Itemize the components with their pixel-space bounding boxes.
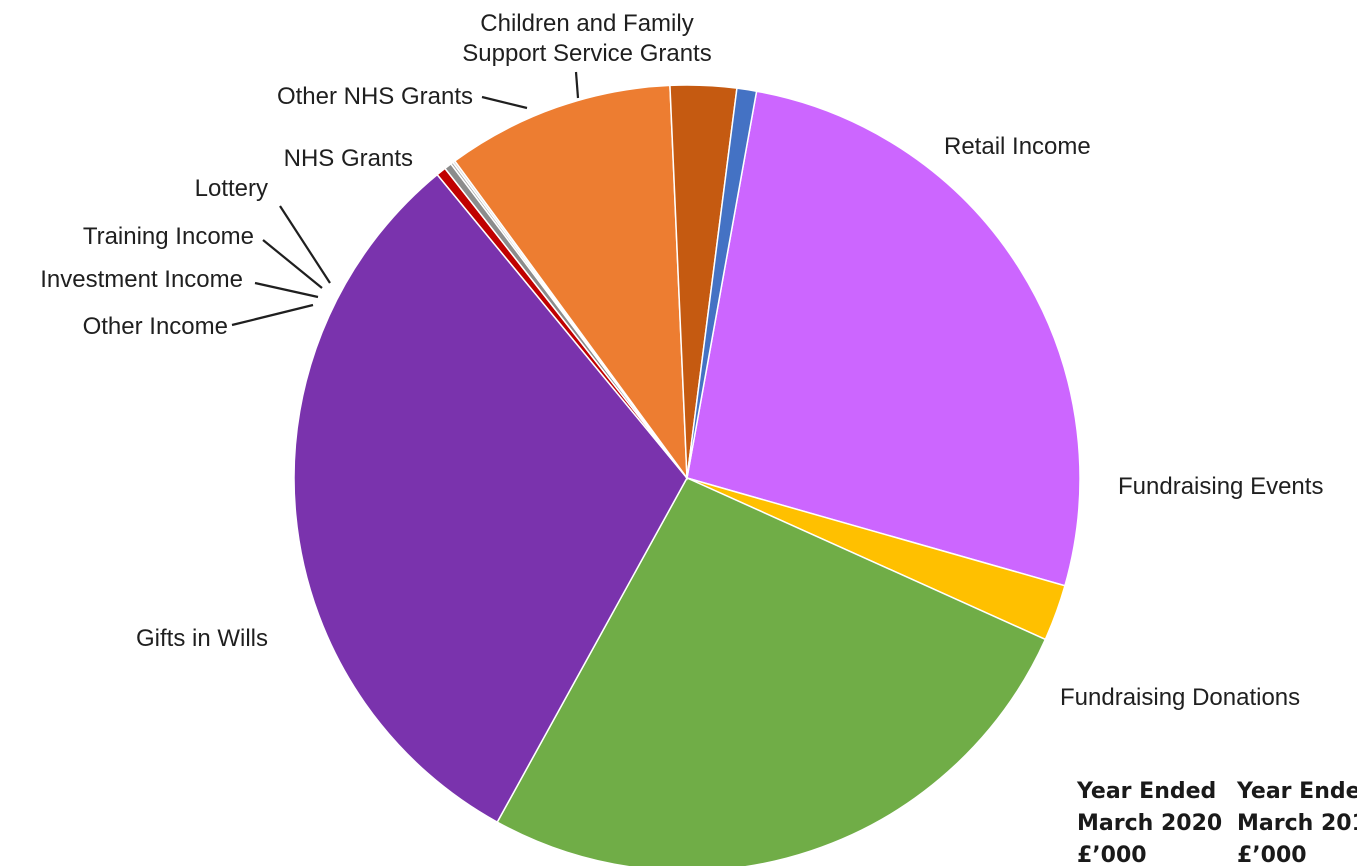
leader-line-other-income xyxy=(231,303,314,327)
slice-children-and-family-support-service-grants xyxy=(686,87,758,479)
leader-line-other-nhs-grants xyxy=(481,95,528,110)
label-fundraising-events: Fundraising Events xyxy=(1118,473,1323,500)
leader-line-lottery xyxy=(279,205,331,284)
leader-line-children-and-family-support-service-grants xyxy=(574,71,580,99)
label-training-income: Training Income xyxy=(83,223,254,250)
label-children-and-family-support-service-grants: Children and Family Support Service Grant… xyxy=(462,10,711,67)
label-investment-income: Investment Income xyxy=(40,266,243,293)
leader-line-training-income xyxy=(262,239,323,289)
label-gifts-in-wills: Gifts in Wills xyxy=(136,625,268,652)
label-nhs-grants: NHS Grants xyxy=(284,145,413,172)
slice-retail-income xyxy=(686,90,1081,587)
header-1-line-2: March 2020 xyxy=(1077,811,1222,836)
label-other-nhs-grants: Other NHS Grants xyxy=(277,83,473,110)
slice-nhs-grants xyxy=(453,84,688,481)
header-1-line-1: Year Ended xyxy=(1076,779,1216,804)
leader-line-investment-income xyxy=(254,281,319,299)
header-1-line-3: £’000 xyxy=(1077,843,1147,866)
header-2-line-1: Year Ended xyxy=(1236,779,1357,804)
header-2-line-3: £’000 xyxy=(1237,843,1307,866)
label-retail-income: Retail Income xyxy=(944,133,1091,160)
slice-gifts-in-wills xyxy=(293,173,688,824)
label-lottery: Lottery xyxy=(195,175,268,202)
label-other-income: Other Income xyxy=(83,313,228,340)
header-2-line-2: March 2019 xyxy=(1237,811,1357,836)
label-fundraising-donations: Fundraising Donations xyxy=(1060,684,1300,711)
